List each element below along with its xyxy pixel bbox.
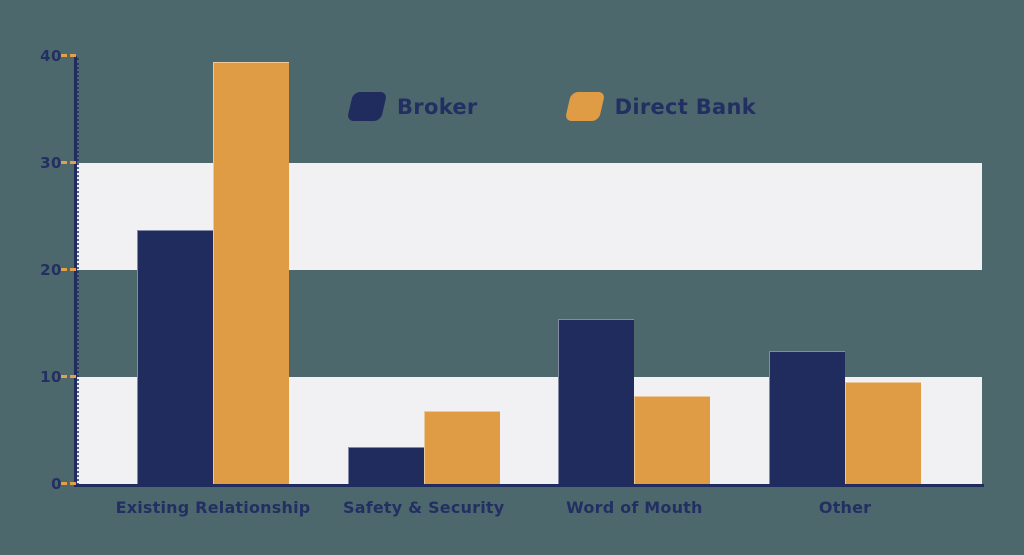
- legend-item-broker: Broker: [346, 92, 478, 121]
- bar-broker-safety-security: [347, 446, 424, 484]
- bar-broker-word-of-mouth: [558, 319, 635, 484]
- y-tick-label-10: 10: [40, 368, 62, 386]
- legend-label-direct-bank: Direct Bank: [614, 94, 757, 119]
- y-tick-label-20: 20: [40, 261, 62, 279]
- legend-swatch-broker-icon: [346, 92, 388, 121]
- bar-direct-bank-word-of-mouth: [634, 396, 711, 484]
- bar-direct-bank-other: [845, 382, 922, 484]
- bar-broker-other: [769, 351, 846, 484]
- y-tick-label-0: 0: [51, 475, 62, 493]
- y-tick-mark-40: [61, 54, 76, 57]
- x-category-label-other: Other: [818, 498, 872, 517]
- y-tick-mark-20: [61, 268, 76, 271]
- legend-label-broker: Broker: [397, 94, 478, 119]
- legend-item-direct-bank: Direct Bank: [564, 92, 757, 121]
- x-category-label-word-of-mouth: Word of Mouth: [566, 498, 703, 517]
- x-category-label-existing-relationship: Existing Relationship: [115, 498, 311, 517]
- y-tick-label-30: 30: [40, 154, 62, 172]
- y-tick-mark-0: [61, 482, 76, 485]
- y-axis-line: [74, 56, 79, 487]
- y-tick-mark-30: [61, 161, 76, 164]
- bar-direct-bank-safety-security: [423, 411, 500, 484]
- x-category-label-safety-security: Safety & Security: [342, 498, 505, 517]
- y-tick-mark-10: [61, 375, 76, 378]
- bar-broker-existing-relationship: [137, 230, 213, 484]
- chart-legend: Broker Direct Bank: [346, 92, 757, 121]
- x-axis-line: [74, 484, 984, 487]
- legend-swatch-direct-bank-icon: [564, 92, 605, 121]
- bar-direct-bank-existing-relationship: [213, 62, 289, 484]
- y-tick-label-40: 40: [40, 47, 62, 65]
